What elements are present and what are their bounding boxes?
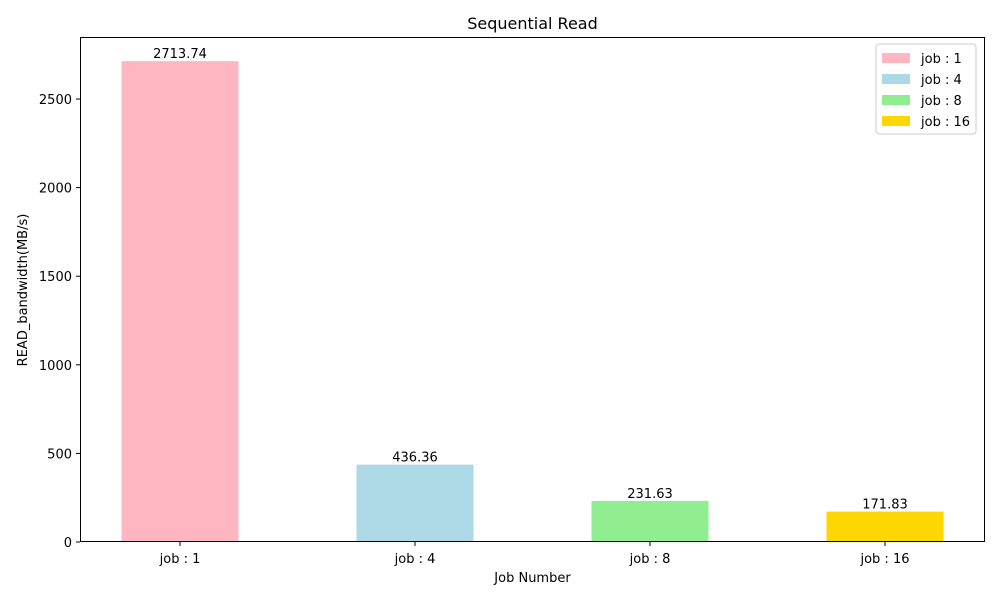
- bar-2: [356, 464, 474, 542]
- y-axis-label: READ_bandwidth(MB/s): [16, 214, 31, 367]
- value-labels-group: 2713.74 436.36 231.63 171.83: [153, 47, 908, 512]
- y-tick-label: 1000: [39, 359, 72, 374]
- legend-swatch-1: [882, 53, 910, 63]
- legend-box: [875, 43, 977, 135]
- x-axis-ticks: job : 1 job : 4 job : 8 job : 16: [159, 542, 910, 567]
- legend-label-1: job : 1: [920, 52, 962, 67]
- y-axis-ticks: 0 500 1000 1500 2000 2500: [39, 93, 80, 551]
- data-label-3: 231.63: [627, 487, 673, 502]
- y-tick-label: 2500: [39, 93, 72, 108]
- x-tick-label: job : 8: [629, 552, 671, 567]
- y-tick-label: 500: [47, 447, 72, 462]
- legend-swatch-3: [882, 95, 910, 105]
- bar-1: [121, 61, 239, 542]
- x-tick-label: job : 16: [859, 552, 909, 567]
- data-label-1: 2713.74: [153, 47, 207, 62]
- bar-3: [591, 500, 709, 542]
- legend-label-4: job : 16: [920, 115, 970, 130]
- bars-group: [121, 61, 944, 542]
- chart-title: Sequential Read: [467, 14, 598, 33]
- legend-label-3: job : 8: [920, 94, 962, 109]
- legend-label-2: job : 4: [920, 73, 962, 88]
- data-label-4: 171.83: [862, 498, 908, 513]
- data-label-2: 436.36: [392, 451, 438, 466]
- plot-frame: [80, 37, 985, 542]
- y-tick-label: 0: [64, 536, 72, 551]
- y-tick-label: 1500: [39, 270, 72, 285]
- x-tick-label: job : 1: [159, 552, 201, 567]
- bar-4: [826, 511, 944, 542]
- legend-swatch-2: [882, 74, 910, 84]
- legend-swatch-4: [882, 116, 910, 126]
- x-tick-label: job : 4: [394, 552, 436, 567]
- x-axis-label: Job Number: [493, 571, 571, 586]
- legend: job : 1 job : 4 job : 8 job : 16: [875, 43, 977, 135]
- y-tick-label: 2000: [39, 182, 72, 197]
